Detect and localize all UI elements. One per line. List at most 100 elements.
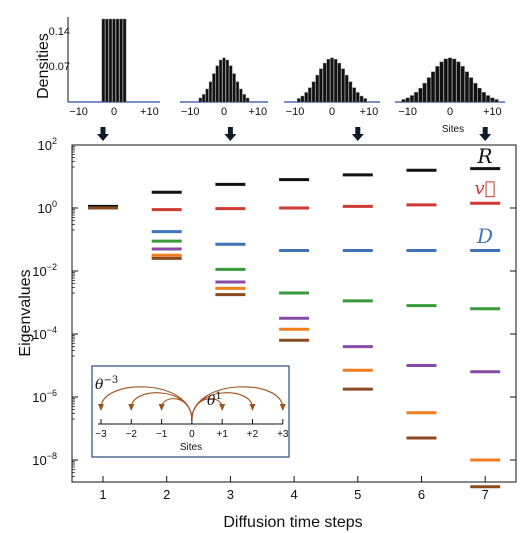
series-label-D: D <box>476 224 493 248</box>
arc-arrowhead-icon <box>158 404 165 411</box>
y-tick-label: 10−2 <box>32 262 57 279</box>
histogram-x-tick: −10 <box>286 106 305 118</box>
histogram-bar <box>473 82 478 103</box>
histogram-3: −10 0 +10 <box>284 57 380 118</box>
histogram-bar <box>225 59 229 103</box>
inset-arcs <box>98 386 286 421</box>
histogram-bar <box>219 59 223 103</box>
histogram-bar <box>405 97 410 103</box>
histogram-bar <box>235 81 240 103</box>
y-tick-label: 10−6 <box>32 388 57 405</box>
histogram-bar <box>490 97 495 103</box>
series-mode-7 <box>88 206 501 489</box>
histogram-bar <box>304 92 308 103</box>
histogram-x-tick: −10 <box>69 106 88 118</box>
histogram-bar <box>426 77 431 103</box>
histogram-bar <box>300 95 305 103</box>
histogram-bar <box>326 59 331 103</box>
histogram-bar <box>232 73 236 103</box>
inset: −3 −2 −1 0 +1 +2 +3 Sites θ−3 θ1 <box>91 365 290 458</box>
histogram-bar <box>337 62 342 103</box>
histogram-bar <box>215 65 219 103</box>
histogram-bar <box>108 18 113 103</box>
eigenvalue-panel: 102 100 10−2 10−4 10−6 10−8 1 2 3 4 5 6 7 R v⃗ D Ei… <box>17 136 517 531</box>
hop-arc <box>191 386 284 421</box>
histogram-bar <box>115 18 120 103</box>
arc-arrowhead-icon <box>128 404 135 411</box>
histogram-x-tick: +10 <box>140 106 159 118</box>
x-tick-label: 5 <box>354 487 361 502</box>
histogram-bar <box>477 87 482 103</box>
histogram-bar <box>246 97 250 103</box>
histogram-bar <box>242 94 246 103</box>
histogram-bar <box>311 81 316 103</box>
density-tick-0.14: 0.14 <box>49 26 70 38</box>
series-v <box>88 201 501 212</box>
series-D <box>88 206 501 253</box>
y-axis-ticks: 102 100 10−2 10−4 10−6 10−8 <box>32 136 516 477</box>
inset-xlabel: Sites <box>180 442 202 453</box>
histogram-x-tick: +10 <box>483 106 502 118</box>
histogram-bar <box>348 81 353 103</box>
series-mode-6 <box>88 206 501 462</box>
density-tick-0.07: 0.07 <box>49 61 70 73</box>
histogram-bar <box>494 99 499 103</box>
histogram-bar <box>414 92 419 103</box>
histogram-bar <box>122 18 127 103</box>
inset-label-theta-right: θ1 <box>207 391 222 409</box>
histogram-bar <box>222 57 226 103</box>
series-label-R: R <box>476 144 492 168</box>
histogram-bar <box>359 95 364 103</box>
inset-tick-label: +1 <box>216 429 228 440</box>
histogram-bar <box>239 88 243 103</box>
histogram-x-tick: 0 <box>329 106 335 118</box>
histogram-x-tick: −10 <box>398 106 417 118</box>
series-mode-4 <box>88 206 501 311</box>
histogram-bar <box>330 57 334 103</box>
histogram-bar <box>341 68 345 103</box>
down-arrow-icon <box>224 127 237 141</box>
histogram-bar <box>460 66 465 103</box>
x-axis-ticks: 1 2 3 4 5 6 7 <box>99 476 489 502</box>
histogram-bar <box>356 92 360 103</box>
x-tick-label: 1 <box>99 487 106 502</box>
eigenvalue-marks <box>88 167 501 489</box>
histogram-bar <box>315 75 319 103</box>
inset-ticks: −3 −2 −1 0 +1 +2 +3 <box>95 419 289 440</box>
histograms: −10 0 +10 −10 0 +10 −10 0 +10 −10 0 +10 <box>67 17 505 118</box>
histogram-2: −10 0 +10 <box>180 57 268 118</box>
histogram-bar <box>443 58 448 103</box>
histogram-bar <box>345 75 349 103</box>
histogram-bar <box>319 68 323 103</box>
down-arrow-icon <box>351 127 364 141</box>
histogram-bar <box>308 87 312 103</box>
inset-tick-label: −3 <box>95 429 107 440</box>
x-tick-label: 4 <box>290 487 297 502</box>
x-tick-label: 3 <box>227 487 234 502</box>
histogram-x-tick: +10 <box>360 106 379 118</box>
eigenvalues-ylabel: Eigenvalues <box>17 269 34 356</box>
histogram-bar <box>401 99 406 103</box>
histogram-1: −10 0 +10 <box>67 17 160 118</box>
down-arrow-icon <box>97 127 109 141</box>
histogram-bar <box>469 77 474 103</box>
inset-tick-label: 0 <box>189 429 195 440</box>
arc-arrowhead-icon <box>249 404 256 411</box>
histogram-bar <box>229 65 233 103</box>
arc-arrowhead-icon <box>279 404 286 411</box>
inset-tick-label: −2 <box>126 429 138 440</box>
densities-ylabel: Densities <box>35 33 52 99</box>
histogram-x-tick: 0 <box>447 106 453 118</box>
eigenvalues-xlabel: Diffusion time steps <box>223 514 362 531</box>
histogram-bar <box>418 87 423 103</box>
histogram-bar <box>486 95 491 103</box>
histogram-bar <box>208 81 213 103</box>
arc-arrowhead-icon <box>98 404 104 411</box>
histogram-bar <box>105 18 109 103</box>
x-tick-label: 7 <box>482 487 489 502</box>
histogram-x-tick: −10 <box>181 106 200 118</box>
densities-y-ticks: 0.14 0.07 <box>49 26 70 73</box>
densities-panel: Densities 0.14 0.07 −10 0 +10 −10 0 +10 −10 0 +1… <box>35 17 505 141</box>
histogram-bar <box>322 62 327 103</box>
